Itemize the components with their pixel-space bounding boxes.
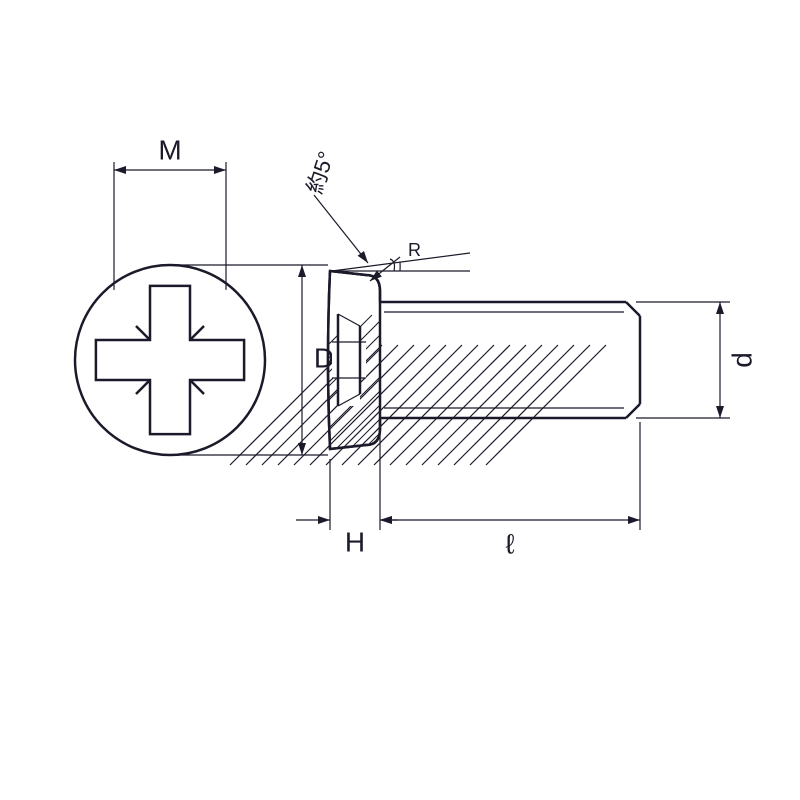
svg-text:D: D <box>314 342 334 373</box>
svg-text:H: H <box>345 526 365 557</box>
svg-text:ℓ: ℓ <box>505 528 514 559</box>
svg-text:R: R <box>408 240 421 260</box>
svg-text:M: M <box>158 134 181 165</box>
screw-diagram: M D R 約5° Hℓ d <box>0 0 800 800</box>
svg-text:d: d <box>726 352 757 368</box>
svg-text:約5°: 約5° <box>302 148 339 197</box>
